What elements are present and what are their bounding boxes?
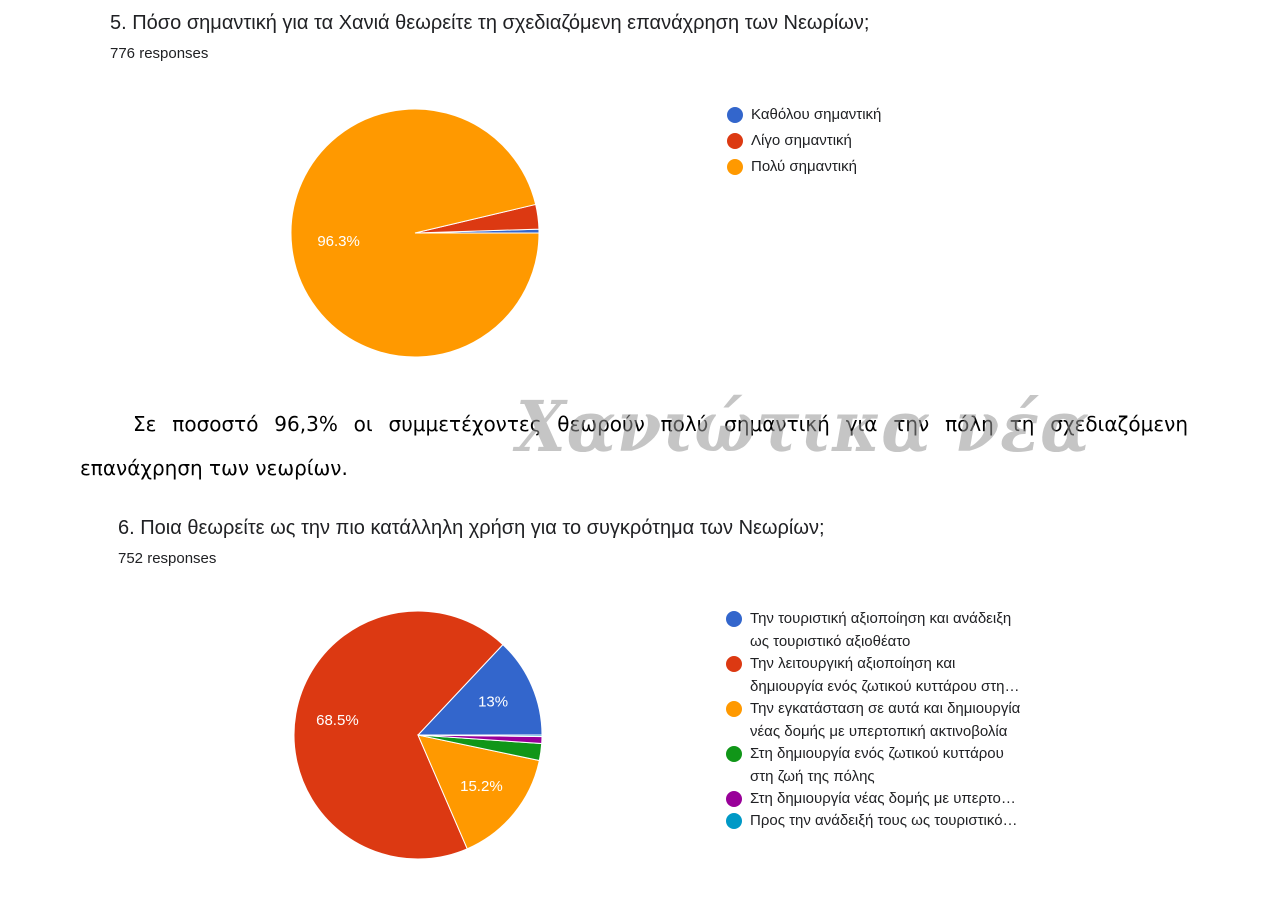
question-5-title: 5. Πόσο σημαντική για τα Χανιά θεωρείτε …	[110, 12, 870, 34]
legend1-swatch-5	[726, 813, 742, 829]
legend1-label-4: Στη δημιουργία νέας δομής με υπερτο…	[750, 790, 1016, 807]
legend1-label-1: Την λειτουργική αξιοποίηση και δημιουργί…	[750, 655, 1020, 695]
legend0-swatch-1	[727, 133, 743, 149]
legend0-label-2: Πολύ σημαντική	[751, 158, 857, 175]
pie0-slice-2	[290, 108, 540, 358]
legend1-item-5: Προς την ανάδειξή τους ως τουριστικό…	[726, 812, 1020, 832]
legend1-item-2: Την εγκατάσταση σε αυτά και δημιουργία ν…	[726, 700, 1020, 743]
legend0-swatch-2	[727, 159, 743, 175]
pie1-slice-5	[417, 734, 543, 738]
pie1-slice-label-2: 15.2%	[460, 778, 503, 795]
pie-chart-question-5: 96.3%	[290, 108, 540, 358]
summary-paragraph: Σε ποσοστό 96,3% οι συμμετέχοντες θεωρού…	[80, 412, 1188, 480]
legend0-item-2: Πολύ σημαντική	[727, 158, 881, 184]
legend-question-5: Καθόλου σημαντική Λίγο σημαντική Πολύ σημα…	[727, 106, 881, 184]
legend1-item-4: Στη δημιουργία νέας δομής με υπερτο…	[726, 790, 1020, 810]
legend-question-6: Την τουριστική αξιοποίηση και ανάδειξη ω…	[726, 610, 1020, 834]
legend1-label-0: Την τουριστική αξιοποίηση και ανάδειξη ω…	[750, 610, 1012, 650]
legend1-swatch-1	[726, 656, 742, 672]
legend1-item-1: Την λειτουργική αξιοποίηση και δημιουργί…	[726, 655, 1020, 698]
pie0-slice-label-2: 96.3%	[317, 233, 360, 250]
legend1-swatch-0	[726, 611, 742, 627]
pie1-slice-label-0: 13%	[478, 693, 508, 710]
legend1-item-0: Την τουριστική αξιοποίηση και ανάδειξη ω…	[726, 610, 1020, 653]
legend1-swatch-3	[726, 746, 742, 762]
legend1-label-3: Στη δημιουργία ενός ζωτικού κυττάρου στη…	[750, 745, 1004, 785]
legend0-item-1: Λίγο σημαντική	[727, 132, 881, 158]
question-5-response-count: 776 responses	[110, 45, 209, 62]
pie1-slice-1	[293, 610, 504, 860]
legend0-swatch-0	[727, 107, 743, 123]
legend0-label-0: Καθόλου σημαντική	[751, 106, 882, 123]
legend1-label-2: Την εγκατάσταση σε αυτά και δημιουργία ν…	[750, 700, 1021, 740]
legend1-swatch-2	[726, 701, 742, 717]
pie1-slice-2	[417, 734, 540, 850]
pie1-slice-0	[416, 643, 543, 736]
pie-chart-question-6: 13% 68.5% 15.2%	[293, 610, 543, 860]
legend1-swatch-4	[726, 791, 742, 807]
question-6-response-count: 752 responses	[118, 550, 217, 567]
legend0-item-0: Καθόλου σημαντική	[727, 106, 881, 132]
question-6-title: 6. Ποια θεωρείτε ως την πιο κατάλληλη χρ…	[118, 517, 825, 539]
legend1-item-3: Στη δημιουργία ενός ζωτικού κυττάρου στη…	[726, 745, 1020, 788]
legend1-label-5: Προς την ανάδειξή τους ως τουριστικό…	[750, 812, 1018, 829]
pie1-slice-label-1: 68.5%	[316, 712, 359, 729]
legend0-label-1: Λίγο σημαντική	[751, 132, 852, 149]
